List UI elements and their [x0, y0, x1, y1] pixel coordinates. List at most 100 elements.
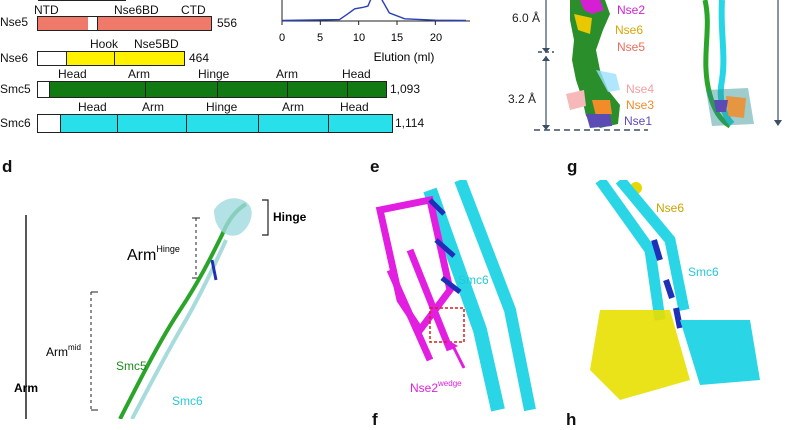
label-nse3: Nse3: [626, 98, 654, 112]
hinge-label: Hinge: [273, 210, 307, 224]
map-nse4-density: [566, 90, 586, 110]
nse6-domain: [590, 310, 690, 400]
panel-h-letter: h: [566, 410, 577, 429]
nse5-seg-ntd: [38, 17, 89, 30]
model-smc6-coil: [717, 0, 735, 126]
model-scale-arrow: [774, 120, 782, 126]
smc6-label: Smc6: [172, 394, 203, 408]
smc6-bar: [37, 114, 393, 133]
nse2-helices-2: [386, 248, 454, 362]
label-nse6: Nse6: [615, 23, 643, 37]
smc6-domain-head-c: Head: [340, 100, 369, 114]
dim-top-label: 6.0 Å: [512, 10, 540, 25]
hinge-bracket: [262, 199, 269, 236]
smc6-helix-1: [423, 187, 505, 412]
nse6-seg-n: [38, 52, 67, 65]
smc6-coil-1: [595, 180, 666, 321]
nse5-length: 556: [217, 16, 238, 30]
label-nse1: Nse1: [624, 114, 652, 128]
smc6-coil-2: [615, 180, 690, 312]
nse5-domain-nse6bd: Nse6BD: [114, 3, 159, 17]
smc6-seg-hinge: [186, 115, 259, 132]
smc5-name: Smc5: [0, 82, 31, 96]
smc5-seg-arm-n: [145, 82, 218, 97]
smc6-seg-n: [38, 115, 61, 132]
nse5-domain-ntd: NTD: [34, 3, 59, 17]
smc6-seg-arm-n: [117, 115, 187, 132]
panel-f-letter: f: [372, 410, 378, 429]
nse5-top-rule: [38, 0, 126, 1]
panel-g-figure: Nse6 Smc6: [590, 180, 760, 400]
nse6-label: Nse6: [656, 201, 684, 215]
chart-tick-marks: [281, 21, 436, 25]
map-nse6-density: [574, 14, 592, 34]
arm-hinge-label: ArmHinge: [127, 244, 180, 264]
dim-arrow-bottom: [542, 125, 550, 130]
smc5-seg-arm-c: [287, 82, 348, 97]
chart-tick-label-20: 20: [430, 32, 442, 44]
smc5-bar: [37, 81, 387, 98]
label-nse2: Nse2: [617, 3, 645, 17]
arm-hinge-sup: Hinge: [156, 244, 180, 254]
smc6-name: Smc6: [0, 116, 31, 130]
chart-tick-label-5: 5: [317, 32, 323, 44]
blue-patch: [210, 259, 218, 281]
smc6-seg-head-n: [60, 115, 118, 132]
smc5-domain-hinge: Hinge: [198, 67, 230, 81]
chart-series-line: [281, 0, 467, 22]
smc5-domain-head-n: Head: [58, 67, 87, 81]
label-nse5: Nse5: [617, 40, 645, 54]
panel-d-figure: Arm Armmid ArmHinge Hinge Smc5 Smc6: [14, 198, 307, 419]
smc6-head: [680, 320, 760, 385]
smc6-helix-2: [454, 180, 536, 412]
chart-tick-label-0: 0: [279, 32, 285, 44]
arm-hinge-base: Arm: [127, 247, 156, 264]
model-smc5-coil: [702, 0, 732, 129]
chart-tick-label-15: 15: [391, 32, 403, 44]
chart-x-label: Elution (ml): [374, 50, 435, 64]
smc6-domain-arm-c: Arm: [282, 100, 304, 114]
cryoem-panel: 6.0 Å 3.2 Å Nse2 Nse6 Nse5 Nse4 Nse3 Nse…: [508, 0, 782, 131]
nse5-bar: [37, 16, 212, 31]
smc6-domain-head-n: Head: [78, 100, 107, 114]
dim-arrow-up: [542, 56, 550, 61]
nse6-name: Nse6: [0, 51, 29, 65]
map-nse2-density: [580, 0, 604, 14]
arm-mid-base: Arm: [46, 345, 68, 359]
wedge-arrowhead: [448, 340, 458, 350]
nse6-seg-hook: [66, 52, 115, 65]
smc6-coil: [130, 239, 228, 419]
smc5-domain-head-c: Head: [342, 67, 371, 81]
nse5-domain-ctd: CTD: [181, 3, 206, 17]
smc6-domain-arm-n: Arm: [142, 100, 164, 114]
smc5-seg-hinge: [217, 82, 288, 97]
smc6-seg-arm-c: [258, 115, 329, 132]
nse6-length: 464: [189, 51, 210, 65]
wedge-box: [429, 307, 465, 343]
arm-mid-label: Armmid: [46, 343, 81, 359]
panel-d-letter: d: [2, 157, 13, 176]
model-nse3: [726, 96, 746, 118]
smc5-domain-arm-c: Arm: [276, 67, 298, 81]
nse2-sup: wedge: [437, 379, 462, 388]
arm-label: Arm: [14, 381, 38, 395]
panel-g-letter: g: [567, 157, 578, 176]
blue-patches: [428, 198, 462, 294]
smc5-seg-n: [38, 82, 50, 97]
smc6-length: 1,114: [395, 116, 425, 130]
smc5-coil: [118, 202, 248, 419]
dim-arrow-down: [542, 48, 550, 53]
panel-e-letter: e: [370, 157, 380, 176]
arm-mid-sup: mid: [68, 343, 81, 352]
smc6-label: Smc6: [688, 265, 719, 279]
map-smc6-density: [596, 70, 620, 92]
blue-patches: [651, 239, 683, 329]
smc6-domain-hinge: Hinge: [206, 100, 238, 114]
smc6-label: Smc6: [458, 273, 489, 287]
smc5-seg-head-n: [49, 82, 146, 97]
chart-tick-label-10: 10: [353, 32, 365, 44]
nse6-domain-hook: Hook: [90, 37, 119, 51]
label-nse4: Nse4: [626, 82, 654, 96]
elution-chart: 0 5 10 15 20 Elution (ml): [279, 0, 470, 64]
smc5-length: 1,093: [390, 82, 421, 96]
